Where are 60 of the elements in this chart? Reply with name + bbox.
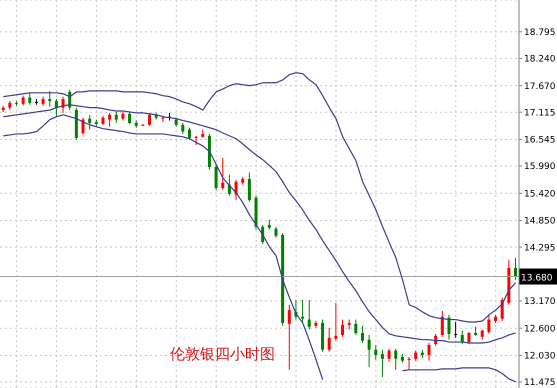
candlestick xyxy=(101,115,104,126)
candlestick xyxy=(194,135,198,146)
candlestick xyxy=(181,122,184,134)
candlestick xyxy=(408,356,411,370)
candlestick xyxy=(54,98,58,118)
candlestick xyxy=(348,319,351,330)
candlestick xyxy=(28,92,32,106)
candlestick xyxy=(221,157,224,190)
candlestick xyxy=(114,111,118,124)
candlestick xyxy=(487,314,490,334)
candlestick xyxy=(474,326,478,336)
candlestick xyxy=(308,299,311,330)
y-tick-label: 12.600 xyxy=(524,324,556,334)
candlestick xyxy=(360,325,364,344)
y-tick-label: 13.170 xyxy=(524,297,556,308)
candlestick xyxy=(460,330,464,344)
candlestick xyxy=(380,349,384,378)
candlestick xyxy=(354,319,358,336)
y-tick-label: 18.240 xyxy=(524,54,556,65)
candlestick xyxy=(514,257,518,280)
y-tick-label: 14.850 xyxy=(524,216,556,227)
candlestick xyxy=(394,348,398,370)
text: 伦敦银四小时图 xyxy=(170,345,275,364)
ref-line-label: 13.680 xyxy=(521,274,553,284)
candlestick xyxy=(108,112,112,128)
candlestick xyxy=(388,348,391,362)
candlestick xyxy=(447,314,450,340)
y-tick-label: 15.990 xyxy=(524,162,556,172)
candlestick xyxy=(8,100,12,111)
candlestick xyxy=(214,164,218,190)
candlestick xyxy=(148,112,152,126)
candlestick xyxy=(454,321,458,338)
y-tick-label: 11.475 xyxy=(524,378,556,388)
candlestick xyxy=(174,117,178,128)
y-tick-label: 18.795 xyxy=(524,28,556,38)
candlestick xyxy=(301,299,304,322)
candlestick xyxy=(22,95,25,106)
candlestick xyxy=(274,226,278,238)
y-tick-label: 14.295 xyxy=(524,243,556,254)
candlestick xyxy=(368,334,371,368)
y-tick-label: 16.545 xyxy=(524,136,556,146)
candlestick xyxy=(48,90,52,108)
candlestick xyxy=(428,342,431,362)
candlestick xyxy=(82,117,85,136)
y-tick-label: 17.115 xyxy=(524,108,556,118)
candlestick xyxy=(341,319,344,338)
candlestick xyxy=(128,111,132,124)
candlestick xyxy=(288,304,291,370)
candlestick xyxy=(328,327,331,352)
candlestick xyxy=(374,344,378,360)
candlestick xyxy=(467,332,470,344)
y-tick-label: 17.670 xyxy=(524,82,556,92)
y-tick-label: 12.030 xyxy=(524,352,556,362)
candlestick xyxy=(248,172,251,202)
candlestick xyxy=(440,310,444,338)
candlestick xyxy=(414,350,418,362)
candlestick xyxy=(88,114,92,130)
candlestick xyxy=(480,329,484,340)
y-tick-label: 15.420 xyxy=(524,189,556,200)
candlestick xyxy=(42,96,45,106)
